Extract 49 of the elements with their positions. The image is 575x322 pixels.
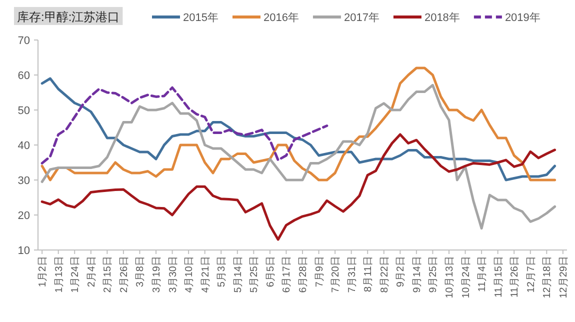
x-tick-label: 3月19日 xyxy=(152,256,163,293)
x-tick-label: 6月5日 xyxy=(265,256,276,288)
chart-title: 库存:甲醇:江苏港口 xyxy=(17,10,120,24)
x-tick-label: 2月15日 xyxy=(102,256,114,293)
x-tick-label: 11月15日 xyxy=(493,256,504,298)
x-tick-label: 10月24日 xyxy=(460,256,472,298)
legend-label: 2016年 xyxy=(263,12,299,24)
legend-label: 2015年 xyxy=(183,12,218,24)
x-tick-label: 5月3日 xyxy=(216,256,228,288)
x-tick-label: 4月21日 xyxy=(200,256,212,293)
x-tick-label: 11月26日 xyxy=(510,256,521,298)
line-series xyxy=(40,84,556,230)
legend-label: 2018年 xyxy=(424,12,460,24)
y-tick-label: 60 xyxy=(18,70,30,82)
x-tick-label: 7月9日 xyxy=(314,256,326,288)
x-tick-label: 11月4日 xyxy=(477,256,488,292)
y-tick-label: 20 xyxy=(18,210,30,222)
y-tick-label: 50 xyxy=(18,105,30,117)
x-tick-label: 6月28日 xyxy=(298,256,309,293)
x-tick-label: 5月25日 xyxy=(249,256,260,293)
line-series xyxy=(40,133,556,241)
x-tick-label: 9月2日 xyxy=(396,256,407,288)
x-tick-label: 6月17日 xyxy=(282,256,293,293)
x-tick-label: 9月14日 xyxy=(412,256,423,293)
y-tick-label: 30 xyxy=(18,175,30,187)
legend-label: 2019年 xyxy=(504,12,540,24)
x-tick-label: 7月20日 xyxy=(330,256,342,293)
y-tick-label: 70 xyxy=(18,35,30,47)
line-series xyxy=(40,86,328,164)
x-tick-label: 3月30日 xyxy=(168,256,179,293)
legend-label: 2017年 xyxy=(344,12,380,24)
x-tick-label: 12月7日 xyxy=(526,256,537,293)
x-tick-label: 9月25日 xyxy=(428,256,440,293)
x-tick-label: 4月10日 xyxy=(184,256,196,293)
x-tick-label: 2月4日 xyxy=(86,256,98,288)
x-tick-label: 5月14日 xyxy=(232,256,244,293)
x-tick-label: 1月24日 xyxy=(70,256,82,293)
x-tick-label: 10月13日 xyxy=(444,256,456,298)
x-tick-label: 1月13日 xyxy=(54,256,65,293)
x-tick-label: 8月11日 xyxy=(363,256,374,292)
x-tick-label: 3月8日 xyxy=(135,256,146,288)
x-tick-label: 7月31日 xyxy=(346,256,358,293)
x-tick-label: 8月22日 xyxy=(379,256,390,293)
y-tick-label: 10 xyxy=(18,245,30,257)
x-tick-label: 2月26日 xyxy=(118,256,130,293)
x-tick-label: 1月2日 xyxy=(38,256,49,288)
x-tick-label: 12月29日 xyxy=(558,256,570,298)
x-tick-label: 12月18日 xyxy=(542,256,554,298)
y-tick-label: 40 xyxy=(18,140,30,152)
